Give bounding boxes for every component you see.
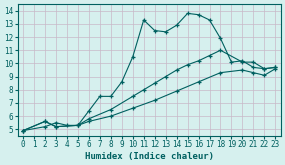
X-axis label: Humidex (Indice chaleur): Humidex (Indice chaleur): [85, 152, 214, 161]
